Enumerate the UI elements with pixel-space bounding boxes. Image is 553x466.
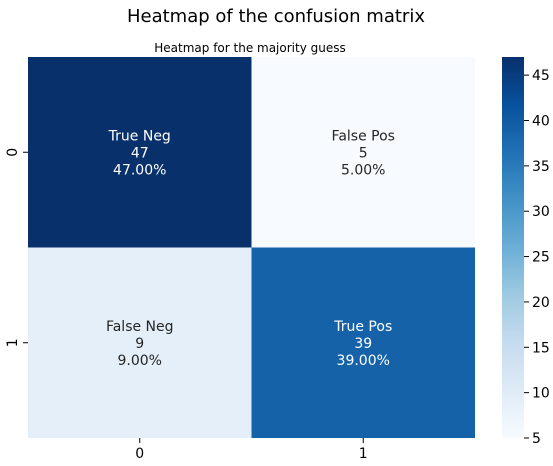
- colorbar-tick-label: 5: [532, 431, 541, 447]
- colorbar-tick-label: 30: [532, 204, 550, 220]
- cell-count: 9: [135, 336, 144, 352]
- cell-label: True Pos: [333, 319, 392, 335]
- chart-subtitle: Heatmap for the majority guess: [154, 41, 345, 55]
- x-tick-label: 0: [135, 446, 144, 462]
- colorbar: 5 10 15 20 25 30 35 40 45: [502, 57, 550, 447]
- colorbar-tick-label: 15: [532, 340, 550, 356]
- y-tick-label: 0: [5, 148, 21, 157]
- colorbar-gradient: [502, 57, 524, 438]
- cell-count: 5: [359, 145, 368, 161]
- colorbar-tick-label: 25: [532, 250, 550, 266]
- heatmap-cell: [28, 57, 252, 248]
- y-axis: 01: [5, 148, 28, 347]
- heatmap-cell: [251, 247, 475, 438]
- cell-count: 47: [131, 145, 149, 161]
- colorbar-tick-label: 10: [532, 386, 550, 402]
- colorbar-tick-label: 35: [532, 159, 550, 175]
- colorbar-tick-label: 45: [532, 68, 550, 84]
- x-tick-label: 1: [359, 446, 368, 462]
- heatmap-cell: [28, 247, 252, 438]
- cell-label: False Neg: [106, 319, 174, 335]
- colorbar-tick-label: 20: [532, 295, 550, 311]
- cell-percent: 5.00%: [341, 162, 385, 178]
- chart-title: Heatmap of the confusion matrix: [127, 6, 425, 27]
- y-tick-label: 1: [5, 338, 21, 347]
- cell-percent: 47.00%: [113, 162, 166, 178]
- colorbar-ticks: 5 10 15 20 25 30 35 40 45: [524, 68, 550, 447]
- heatmap-cell: [251, 57, 475, 248]
- cell-count: 39: [354, 336, 372, 352]
- cell-label: False Pos: [332, 128, 395, 144]
- cell-label: True Neg: [108, 128, 171, 144]
- cell-percent: 39.00%: [337, 353, 390, 369]
- cell-percent: 9.00%: [118, 353, 162, 369]
- colorbar-tick-label: 40: [532, 114, 550, 130]
